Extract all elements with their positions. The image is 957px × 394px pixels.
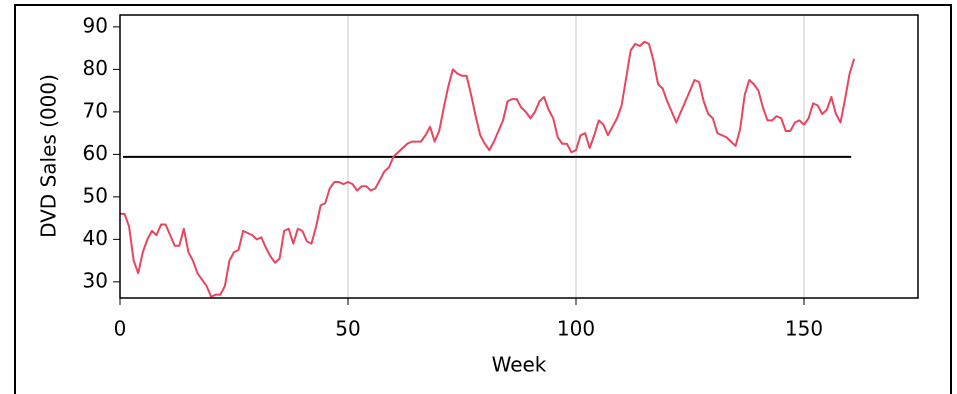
y-axis-label: DVD Sales (000) [37, 74, 61, 238]
x-tick-label: 100 [557, 317, 595, 341]
y-tick-label: 40 [83, 226, 108, 250]
y-tick-label: 80 [83, 56, 108, 80]
x-tick-label: 150 [785, 317, 823, 341]
y-tick-label: 60 [83, 141, 108, 165]
plot-area [120, 15, 856, 298]
x-axis-label: Week [492, 353, 547, 377]
y-tick-label: 70 [83, 98, 108, 122]
y-tick-label: 30 [83, 268, 108, 292]
line-series [120, 40, 856, 298]
x-tick-label: 50 [335, 317, 360, 341]
y-tick-label: 90 [83, 13, 108, 37]
y-tick-label: 50 [83, 183, 108, 207]
frame [14, 4, 952, 394]
plot-border [119, 14, 919, 299]
x-tick-label: 0 [114, 317, 127, 341]
